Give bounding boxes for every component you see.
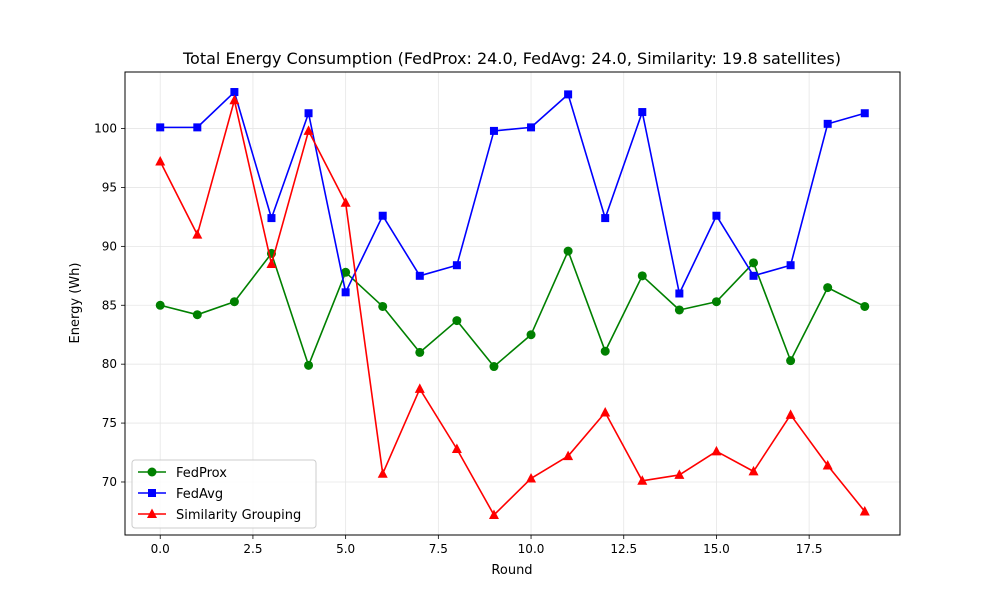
series-line — [159, 99, 866, 516]
data-point — [229, 94, 240, 105]
series-line — [160, 91, 865, 295]
chart-title: Total Energy Consumption (FedProx: 24.0,… — [182, 49, 841, 68]
data-point — [600, 346, 610, 356]
data-point — [638, 108, 647, 117]
y-tick-label: 80 — [102, 357, 117, 371]
legend-label: FedAvg — [176, 487, 223, 502]
y-axis-label: Energy (Wh) — [68, 263, 83, 344]
data-point — [377, 468, 388, 478]
x-tick-label: 5.0 — [336, 542, 355, 556]
data-point — [786, 356, 796, 366]
legend-marker — [147, 467, 157, 477]
x-tick-label: 12.5 — [610, 542, 637, 556]
data-point — [785, 409, 796, 419]
data-point — [229, 297, 239, 307]
data-point — [414, 383, 425, 393]
data-point — [600, 406, 611, 417]
data-point — [451, 443, 462, 453]
legend-label: Similarity Grouping — [176, 508, 301, 523]
data-point — [526, 330, 536, 340]
data-point — [674, 305, 684, 315]
data-point — [340, 197, 351, 207]
series-fedavg — [156, 88, 869, 298]
legend-label: FedProx — [176, 466, 227, 481]
data-point — [711, 297, 721, 307]
legend-box — [131, 459, 317, 529]
y-tick-label: 70 — [102, 475, 117, 489]
data-point — [489, 126, 498, 135]
series-similarity-grouping — [155, 94, 870, 519]
x-tick-label: 0.0 — [151, 542, 170, 556]
series-line — [160, 250, 866, 368]
data-point — [155, 300, 165, 310]
data-point — [637, 271, 647, 281]
legend-item-fedprox: FedProx — [138, 466, 227, 481]
data-point — [712, 211, 721, 220]
data-point — [860, 109, 869, 118]
x-tick-label: 17.5 — [796, 542, 823, 556]
data-point — [452, 316, 462, 326]
y-tick-label: 90 — [102, 239, 117, 253]
data-point — [563, 246, 573, 256]
data-point — [452, 261, 461, 270]
axis-ticks: 0.0 2.5 5.0 7.5 10.0 12.5 15.0 17.5 70 75 80 85 90 95… — [94, 122, 822, 556]
legend-item-fedavg: FedAvg — [138, 487, 223, 502]
x-tick-label: 2.5 — [243, 542, 262, 556]
series-layer — [155, 88, 870, 519]
legend-marker — [148, 489, 156, 497]
data-point — [193, 123, 202, 132]
data-point — [192, 229, 203, 239]
data-point — [527, 123, 536, 132]
data-point — [526, 472, 537, 483]
data-point — [675, 289, 684, 298]
data-point — [230, 88, 239, 97]
data-point — [823, 283, 833, 293]
data-point — [860, 301, 870, 311]
data-point — [488, 509, 499, 519]
data-point — [749, 271, 758, 280]
data-point — [156, 123, 165, 132]
data-point — [711, 445, 722, 456]
data-point — [564, 90, 573, 99]
data-point — [192, 310, 202, 320]
data-point — [341, 267, 351, 277]
data-point — [304, 360, 314, 370]
plot-frame — [124, 71, 901, 536]
x-axis-label: Round — [491, 563, 532, 578]
data-point — [859, 505, 870, 516]
data-point — [823, 119, 832, 128]
legend-item-similarity-grouping: Similarity Grouping — [138, 508, 301, 523]
data-point — [266, 258, 277, 269]
data-point — [637, 475, 648, 485]
data-point — [267, 214, 276, 223]
y-tick-label: 95 — [102, 180, 117, 194]
x-tick-label: 10.0 — [518, 542, 545, 556]
data-point — [674, 469, 685, 479]
data-point — [415, 271, 424, 280]
x-tick-label: 7.5 — [429, 542, 448, 556]
data-point — [303, 125, 314, 135]
legend-marker — [147, 508, 157, 518]
data-point — [563, 450, 574, 461]
y-tick-label: 75 — [102, 416, 117, 430]
data-point — [341, 288, 350, 297]
legend: FedProx FedAvg Similarity Grouping — [131, 459, 317, 529]
data-point — [304, 109, 313, 118]
data-point — [822, 459, 833, 470]
data-point — [601, 214, 610, 223]
x-tick-label: 15.0 — [703, 542, 730, 556]
y-tick-label: 85 — [102, 298, 117, 312]
data-point — [378, 211, 387, 220]
data-point — [748, 465, 759, 476]
data-point — [786, 261, 795, 270]
data-point — [489, 362, 499, 372]
data-point — [155, 156, 166, 166]
data-point — [415, 347, 425, 357]
y-tick-label: 100 — [94, 122, 117, 136]
data-point — [749, 258, 759, 268]
data-point — [378, 301, 388, 311]
